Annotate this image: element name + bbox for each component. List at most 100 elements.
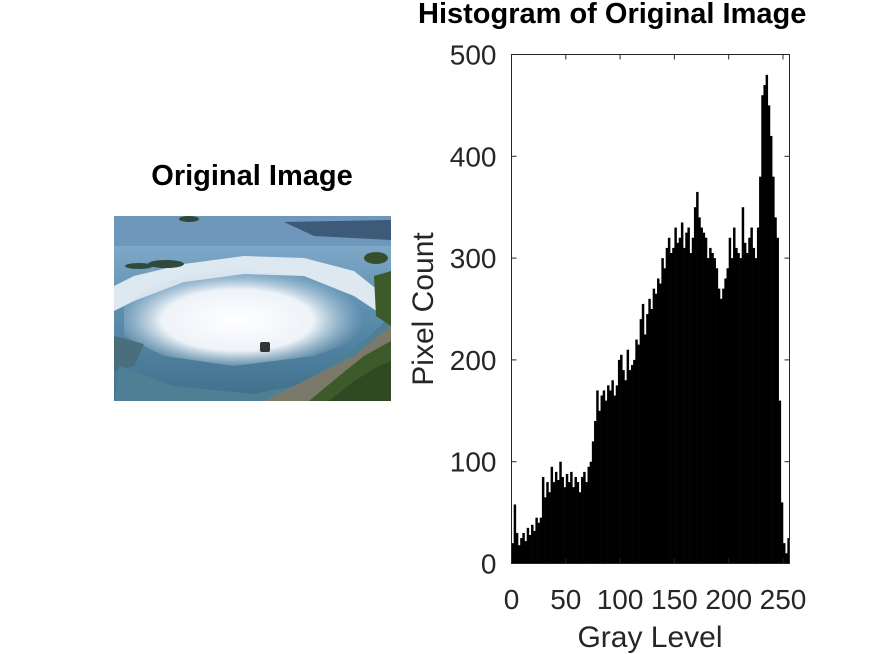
- histogram-bar: [778, 400, 782, 564]
- histogram-bar: [550, 466, 554, 564]
- histogram-bar: [570, 471, 573, 564]
- histogram-bar: [589, 461, 593, 564]
- histogram-bar: [626, 349, 630, 564]
- histogram-bar: [657, 278, 660, 564]
- histogram-bar: [613, 395, 617, 564]
- histogram-bar: [752, 247, 756, 564]
- histogram-bar: [646, 314, 649, 564]
- histogram-bar: [635, 339, 638, 564]
- histogram-bar: [689, 253, 693, 564]
- histogram-bar: [676, 242, 680, 564]
- histogram-bar: [524, 541, 528, 564]
- histogram-bar: [782, 543, 786, 564]
- histogram-bar: [787, 538, 790, 564]
- histogram-bar: [624, 380, 627, 564]
- histogram-bar: [733, 227, 736, 564]
- histogram-bar: [557, 480, 560, 564]
- histogram-bar: [724, 278, 727, 564]
- histogram-bar: [659, 283, 662, 564]
- histogram-bar: [680, 222, 684, 564]
- histogram-bar: [661, 258, 664, 564]
- x-axis-label: Gray Level: [577, 621, 722, 654]
- histogram-bar: [654, 293, 658, 564]
- histogram-bar: [683, 247, 686, 564]
- histogram-bar: [746, 253, 749, 564]
- histogram-bar: [596, 390, 599, 564]
- histogram-bar: [513, 504, 517, 564]
- histogram-bar: [531, 524, 534, 564]
- histogram-bar: [535, 517, 538, 564]
- histogram-bar: [567, 482, 571, 564]
- y-tick-label: 300: [450, 243, 497, 274]
- histogram-bar: [572, 487, 575, 564]
- histogram-bar: [630, 364, 634, 564]
- histogram-bar: [728, 237, 732, 564]
- histogram-bar: [559, 461, 562, 564]
- x-tick-label: 150: [651, 584, 698, 615]
- histogram-bar: [528, 534, 532, 564]
- histogram-bar: [756, 227, 760, 564]
- histogram-bar: [648, 298, 651, 564]
- histogram-bar: [526, 527, 530, 564]
- histogram-bar: [776, 237, 779, 564]
- histogram-bar: [769, 135, 773, 564]
- histogram-bar: [611, 380, 614, 564]
- histogram-bar: [759, 176, 762, 564]
- histogram-bar: [720, 298, 723, 564]
- histogram-bar: [581, 476, 584, 564]
- histogram-bar: [737, 253, 740, 564]
- histogram-bar: [518, 545, 521, 564]
- histogram-bar: [711, 253, 714, 564]
- histogram-bar: [761, 95, 764, 564]
- x-tick-label: 200: [705, 584, 752, 615]
- x-tick-label: 50: [550, 584, 581, 615]
- histogram-bar: [628, 370, 632, 564]
- histogram-bar: [600, 395, 604, 564]
- histogram-bar: [615, 385, 619, 564]
- histogram-bar: [574, 476, 577, 564]
- histogram-bar: [515, 532, 519, 564]
- x-tick-label: 250: [760, 584, 807, 615]
- histogram-bar: [735, 247, 738, 564]
- histogram-bar: [667, 237, 671, 564]
- histogram-bar: [685, 232, 688, 564]
- histogram-bar: [591, 441, 595, 564]
- histogram-bar: [604, 400, 608, 564]
- histogram-bar: [650, 309, 653, 564]
- histogram-bar: [607, 385, 610, 564]
- histogram-bar: [722, 288, 725, 564]
- histogram-bar: [693, 207, 697, 564]
- histogram-bar: [546, 482, 549, 564]
- histogram-bar: [698, 217, 701, 564]
- histogram-bar: [511, 543, 514, 564]
- plot-frame: [511, 54, 790, 564]
- histogram-bar: [533, 530, 536, 564]
- histogram-bar: [741, 207, 745, 564]
- histogram-bar: [617, 359, 621, 564]
- histogram-bar: [520, 538, 523, 564]
- histogram-bar: [565, 473, 569, 564]
- y-tick-label: 100: [450, 447, 497, 478]
- histogram-bar: [670, 253, 673, 564]
- histogram-bar: [585, 482, 588, 564]
- histogram-bar: [785, 553, 788, 564]
- histogram-bar: [576, 482, 580, 564]
- histogram-bar: [774, 217, 777, 564]
- histogram-bar: [700, 227, 703, 564]
- histogram-bar: [587, 466, 590, 564]
- histogram-bar: [715, 268, 719, 564]
- histogram-bar: [709, 247, 712, 564]
- histogram-bar: [663, 268, 667, 564]
- histogram-bar: [552, 482, 556, 564]
- histogram-bar: [726, 268, 729, 564]
- y-tick-label: 500: [450, 40, 497, 71]
- histogram-bar: [633, 359, 636, 564]
- x-tick-label: 100: [597, 584, 644, 615]
- histogram-bar: [754, 258, 758, 564]
- histogram-bar: [780, 502, 784, 564]
- histogram-bar: [717, 288, 721, 564]
- histogram-bar: [561, 476, 564, 564]
- histogram-bar: [696, 191, 699, 564]
- histogram-bar: [765, 74, 769, 564]
